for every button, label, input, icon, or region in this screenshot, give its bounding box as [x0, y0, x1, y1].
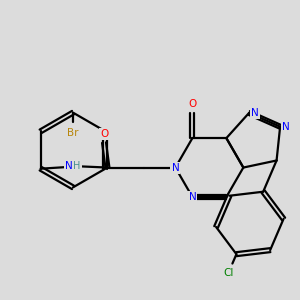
Text: Cl: Cl — [223, 268, 234, 278]
Text: N: N — [65, 161, 73, 171]
Text: Br: Br — [67, 128, 79, 138]
Text: O: O — [188, 99, 196, 109]
Text: N: N — [251, 108, 259, 118]
Text: O: O — [100, 129, 108, 139]
Text: N: N — [282, 122, 290, 132]
Text: N: N — [188, 192, 196, 202]
Text: N: N — [172, 163, 179, 172]
Text: H: H — [73, 161, 81, 171]
